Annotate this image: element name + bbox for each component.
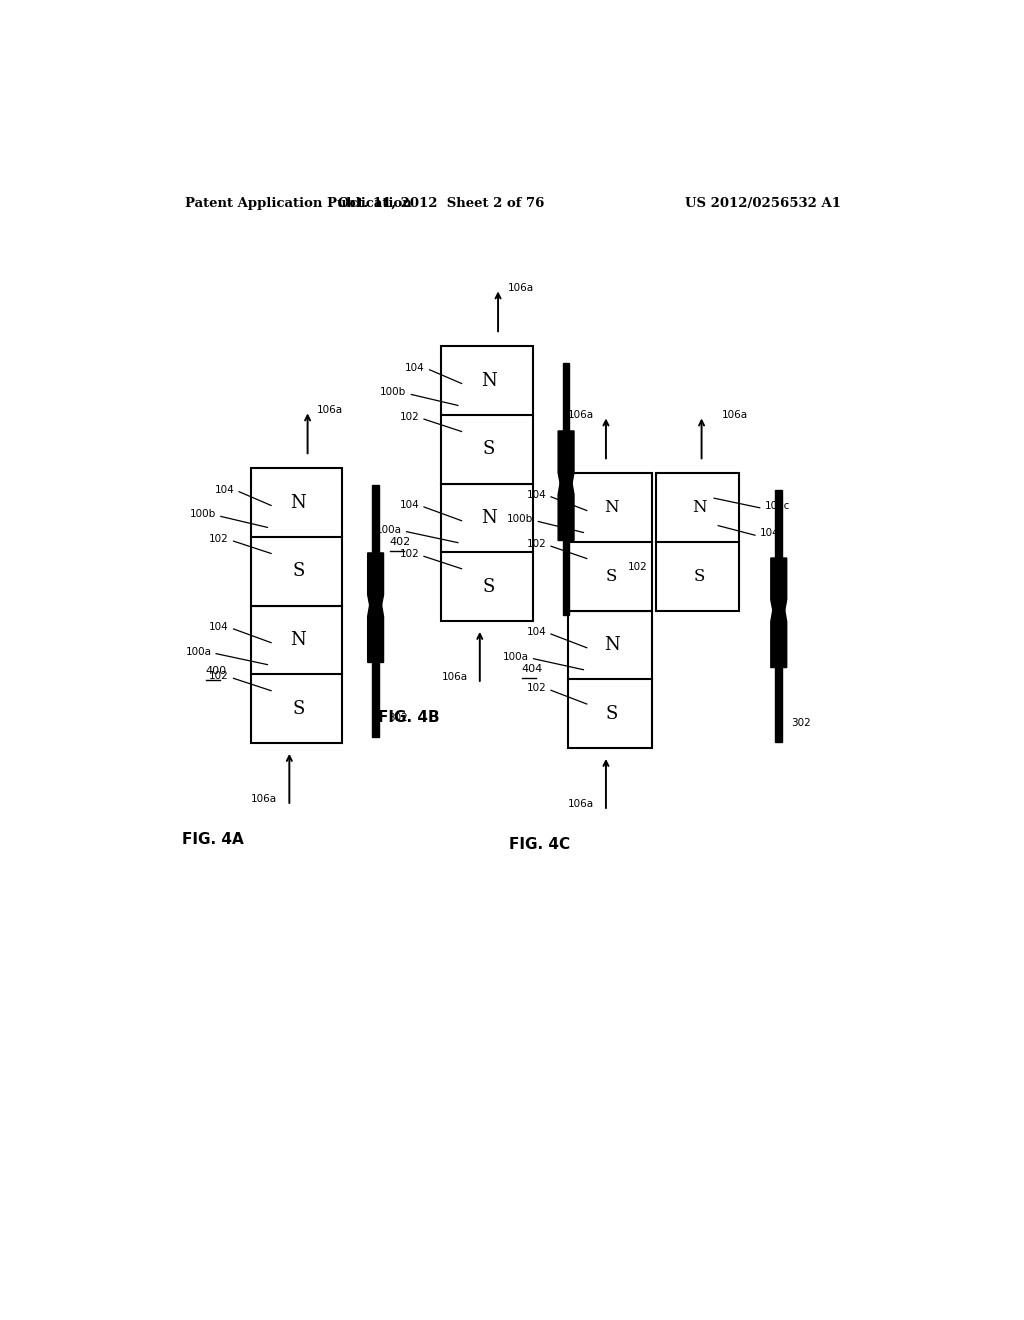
Text: 102: 102 (526, 539, 546, 549)
FancyArrow shape (771, 558, 786, 642)
FancyArrow shape (373, 484, 379, 553)
Text: FIG. 4A: FIG. 4A (182, 832, 244, 847)
Text: 102: 102 (526, 684, 546, 693)
Text: 100a: 100a (185, 647, 211, 656)
Text: 302: 302 (792, 718, 811, 729)
Text: 404: 404 (521, 664, 543, 675)
Text: 100c: 100c (765, 500, 790, 511)
Bar (655, 474, 739, 611)
Text: Oct. 11, 2012  Sheet 2 of 76: Oct. 11, 2012 Sheet 2 of 76 (338, 197, 545, 210)
Text: 104: 104 (760, 528, 779, 539)
Text: Patent Application Publication: Patent Application Publication (185, 197, 412, 210)
Text: 102: 102 (399, 549, 419, 560)
Text: 104: 104 (209, 622, 228, 632)
Text: 102: 102 (399, 412, 419, 422)
Text: 400: 400 (206, 667, 227, 676)
Text: 402: 402 (390, 537, 412, 548)
Text: S: S (605, 705, 617, 722)
Text: 102: 102 (628, 562, 648, 572)
Text: FIG. 4C: FIG. 4C (509, 837, 570, 851)
Bar (568, 611, 652, 748)
FancyArrow shape (775, 668, 782, 742)
Text: FIG. 4B: FIG. 4B (378, 710, 439, 725)
Text: N: N (604, 636, 620, 653)
Text: 106a: 106a (568, 799, 594, 809)
FancyArrow shape (368, 553, 384, 636)
Text: 106a: 106a (508, 282, 534, 293)
Text: 302: 302 (388, 713, 408, 723)
Text: 106a: 106a (722, 409, 748, 420)
Bar (251, 606, 342, 743)
FancyArrow shape (368, 570, 384, 663)
Text: N: N (481, 510, 497, 527)
Text: S: S (693, 568, 705, 585)
FancyArrow shape (563, 363, 569, 430)
Text: S: S (482, 578, 496, 595)
Text: N: N (481, 372, 497, 389)
Text: N: N (692, 499, 707, 516)
Bar (441, 346, 532, 483)
Text: 106a: 106a (317, 404, 343, 414)
FancyArrow shape (558, 430, 574, 515)
Text: N: N (291, 494, 306, 512)
Text: 100a: 100a (503, 652, 528, 661)
Text: 104: 104 (526, 627, 546, 638)
Bar (441, 483, 532, 620)
FancyArrow shape (775, 490, 782, 558)
Text: 104: 104 (526, 490, 546, 500)
Text: N: N (604, 499, 620, 516)
Text: 100a: 100a (376, 524, 401, 535)
Text: S: S (482, 441, 496, 458)
Text: 106a: 106a (441, 672, 468, 681)
Text: 106a: 106a (568, 409, 594, 420)
FancyArrow shape (771, 576, 786, 668)
Text: US 2012/0256532 A1: US 2012/0256532 A1 (685, 197, 841, 210)
Text: S: S (606, 568, 617, 585)
FancyArrow shape (558, 449, 574, 540)
Text: 102: 102 (209, 535, 228, 544)
Text: N: N (291, 631, 306, 649)
Text: 100b: 100b (380, 388, 407, 397)
Text: 106a: 106a (251, 793, 278, 804)
FancyArrow shape (373, 663, 379, 738)
Text: 100b: 100b (189, 510, 216, 519)
Text: 104: 104 (406, 363, 425, 372)
Bar (251, 469, 342, 606)
Text: 104: 104 (215, 484, 234, 495)
Text: 104: 104 (399, 500, 419, 510)
Bar (568, 474, 652, 611)
FancyArrow shape (563, 540, 569, 615)
Text: 302: 302 (579, 591, 598, 601)
Text: 100b: 100b (507, 515, 534, 524)
Text: S: S (292, 562, 305, 581)
Text: 102: 102 (209, 672, 228, 681)
Text: S: S (292, 700, 305, 718)
